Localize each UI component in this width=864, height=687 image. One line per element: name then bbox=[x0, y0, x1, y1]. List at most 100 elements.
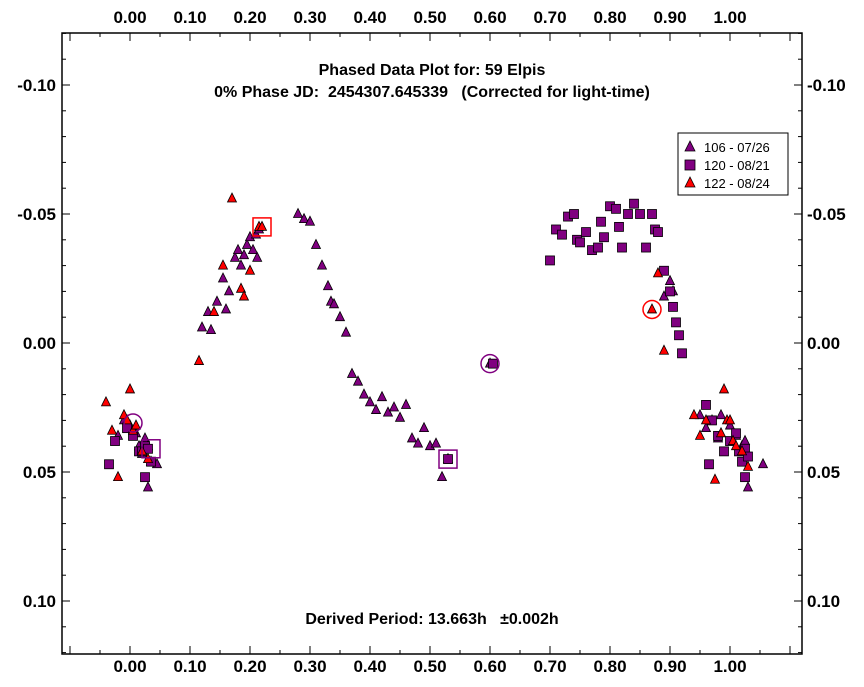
data-point-series-0 bbox=[241, 238, 253, 249]
legend-label: 106 - 07/26 bbox=[704, 140, 770, 155]
x-tick-label-bottom: 0.10 bbox=[173, 657, 206, 676]
y-tick-label-right: -0.10 bbox=[807, 76, 846, 95]
y-tick-label-right: 0.05 bbox=[807, 463, 840, 482]
data-point-series-1 bbox=[557, 229, 567, 240]
data-point-series-1 bbox=[647, 209, 657, 219]
data-point-series-0 bbox=[298, 212, 310, 224]
data-point-series-0 bbox=[376, 390, 388, 402]
data-point-series-2 bbox=[715, 426, 727, 438]
data-point-series-0 bbox=[322, 279, 334, 291]
data-point-series-0 bbox=[235, 259, 247, 270]
x-tick-label-top: 0.50 bbox=[413, 8, 446, 27]
data-point-series-1 bbox=[665, 286, 675, 297]
highlight-square bbox=[252, 217, 272, 237]
data-point-series-0 bbox=[364, 395, 376, 407]
data-point-series-0 bbox=[238, 248, 250, 260]
data-point-series-1 bbox=[545, 255, 555, 266]
data-point-series-0 bbox=[700, 421, 712, 433]
data-point-series-2 bbox=[112, 470, 124, 482]
data-point-series-2 bbox=[742, 460, 754, 471]
data-point-series-1 bbox=[593, 242, 603, 253]
x-tick-label-top: 0.80 bbox=[593, 8, 626, 27]
highlight-markers bbox=[123, 217, 662, 469]
data-point-series-0 bbox=[252, 251, 263, 262]
data-point-series-1 bbox=[701, 400, 711, 410]
data-point-series-1 bbox=[704, 459, 714, 470]
data-point-series-1 bbox=[653, 227, 663, 237]
data-point-series-0 bbox=[334, 310, 346, 322]
data-point-series-1 bbox=[569, 209, 579, 219]
period-annotation: Derived Period: 13.663h ±0.002h bbox=[305, 611, 558, 628]
data-point-series-2 bbox=[694, 429, 706, 440]
data-point-series-2 bbox=[718, 383, 730, 394]
y-tick-label-left: 0.00 bbox=[23, 334, 56, 353]
x-tick-label-top: 0.60 bbox=[473, 8, 506, 27]
x-tick-label-bottom: 0.80 bbox=[593, 657, 626, 676]
data-point-series-1 bbox=[731, 428, 741, 439]
data-point-series-0 bbox=[742, 481, 754, 492]
legend-label: 120 - 08/21 bbox=[704, 158, 770, 173]
data-point-series-2 bbox=[238, 290, 250, 301]
data-point-series-2 bbox=[658, 344, 670, 355]
data-point-series-0 bbox=[142, 481, 154, 492]
data-point-series-1 bbox=[617, 242, 627, 253]
data-point-series-2 bbox=[226, 192, 238, 203]
x-tick-label-bottom: 0.40 bbox=[353, 657, 386, 676]
data-point-series-1 bbox=[629, 198, 639, 209]
data-point-series-1 bbox=[488, 358, 498, 369]
data-point-series-0 bbox=[430, 437, 442, 448]
y-tick-label-left: -0.10 bbox=[17, 76, 56, 95]
data-point-series-2 bbox=[106, 424, 118, 435]
chart-subtitle: 0% Phase JD: 2454307.645339 (Corrected f… bbox=[214, 84, 650, 101]
data-point-series-0 bbox=[316, 259, 328, 270]
y-tick-label-left: 0.10 bbox=[23, 592, 56, 611]
data-point-series-0 bbox=[196, 321, 208, 332]
data-point-series-0 bbox=[223, 285, 235, 296]
data-point-series-0 bbox=[328, 297, 340, 309]
data-point-series-2 bbox=[217, 259, 229, 270]
data-point-series-0 bbox=[220, 303, 232, 314]
data-point-series-1 bbox=[596, 216, 606, 227]
data-point-series-0 bbox=[310, 238, 322, 249]
data-point-series-2 bbox=[124, 383, 136, 394]
data-point-series-0 bbox=[292, 207, 304, 218]
data-point-series-1 bbox=[611, 203, 621, 214]
x-tick-label-top: 0.00 bbox=[113, 8, 146, 27]
data-point-series-0 bbox=[400, 398, 412, 409]
data-point-series-2 bbox=[235, 282, 247, 293]
data-point-series-0 bbox=[382, 406, 394, 417]
data-point-series-1 bbox=[737, 456, 747, 467]
highlight-circle bbox=[642, 299, 662, 320]
data-point-series-2 bbox=[100, 395, 112, 407]
data-point-series-0 bbox=[436, 470, 448, 482]
data-point-series-1 bbox=[641, 242, 651, 253]
x-tick-label-bottom: 1.00 bbox=[713, 657, 746, 676]
data-point-series-1 bbox=[719, 446, 729, 457]
data-point-series-1 bbox=[668, 301, 678, 312]
chart-title: Phased Data Plot for: 59 Elpis bbox=[319, 62, 546, 79]
y-tick-label-right: 0.10 bbox=[807, 592, 840, 611]
data-point-series-0 bbox=[304, 215, 316, 226]
data-point-series-1 bbox=[614, 221, 624, 232]
legend-marker bbox=[684, 159, 696, 171]
data-point-series-1 bbox=[104, 459, 114, 470]
data-point-series-2 bbox=[709, 473, 721, 484]
data-points bbox=[100, 192, 769, 492]
data-point-series-1 bbox=[443, 454, 453, 465]
data-point-series-2 bbox=[652, 266, 664, 278]
x-tick-label-bottom: 0.00 bbox=[113, 657, 146, 676]
data-point-series-1 bbox=[677, 348, 687, 359]
x-tick-label-top: 0.20 bbox=[233, 8, 266, 27]
x-tick-label-bottom: 0.20 bbox=[233, 657, 266, 676]
chart-legend: 106 - 07/26 120 - 08/21 122 - 08/24 bbox=[677, 132, 789, 196]
data-point-series-0 bbox=[394, 411, 406, 422]
data-point-series-1 bbox=[674, 330, 684, 341]
axis-ticks bbox=[62, 32, 802, 654]
y-tick-label-right: -0.05 bbox=[807, 205, 846, 224]
data-point-series-2 bbox=[193, 354, 205, 365]
legend-label: 122 - 08/24 bbox=[704, 176, 770, 191]
data-point-series-1 bbox=[671, 317, 681, 328]
data-point-series-0 bbox=[229, 251, 241, 262]
x-tick-label-top: 0.70 bbox=[533, 8, 566, 27]
